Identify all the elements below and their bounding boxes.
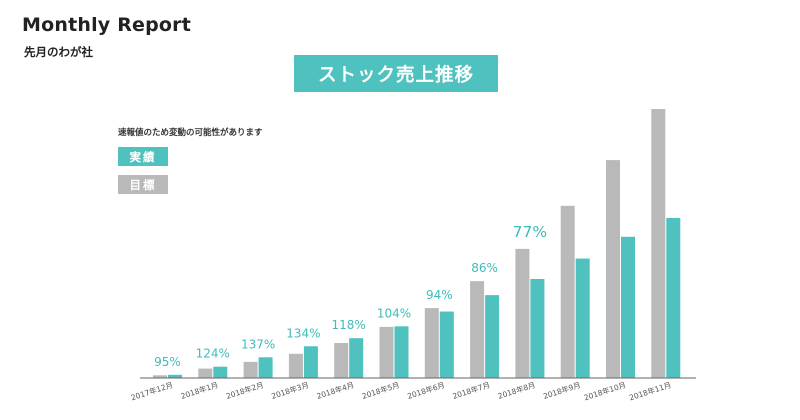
bar-actual xyxy=(258,357,273,378)
x-tick-label: 2018年2月 xyxy=(225,379,265,401)
bar-actual xyxy=(349,338,364,378)
x-tick-label: 2018年9月 xyxy=(542,379,582,401)
bar-target xyxy=(560,205,575,378)
bar-actual xyxy=(575,258,590,378)
page-subtitle: 先月のわが社 xyxy=(24,45,93,59)
x-tick-label: 2018年11月 xyxy=(628,379,673,402)
percent-label: 134% xyxy=(286,326,320,340)
percent-label: 94% xyxy=(426,288,453,302)
bar-target xyxy=(470,281,485,378)
bar-target xyxy=(288,353,303,378)
bar-target xyxy=(153,375,167,378)
x-tick-label: 2018年5月 xyxy=(361,379,401,401)
x-tick-label: 2018年10月 xyxy=(583,379,628,402)
x-tick-label: 2018年4月 xyxy=(315,379,355,401)
bar-target xyxy=(651,109,666,378)
bar-actual xyxy=(213,366,228,378)
bar-target xyxy=(424,308,439,378)
bar-actual xyxy=(485,295,500,378)
bar-actual xyxy=(530,279,545,378)
bar-actual xyxy=(394,326,409,378)
chart-title: ストック売上推移 xyxy=(294,55,498,92)
percent-label: 95% xyxy=(154,355,181,369)
percent-label: 86% xyxy=(471,261,498,275)
chart-note: 速報値のため変動の可能性があります xyxy=(118,128,263,138)
bar-target xyxy=(243,361,258,378)
percent-label: 104% xyxy=(377,306,411,320)
percent-label: 77% xyxy=(513,223,547,241)
bar-target xyxy=(606,160,620,378)
x-tick-label: 2018年8月 xyxy=(496,379,536,401)
bar-actual xyxy=(666,217,681,378)
bar-target xyxy=(198,368,213,378)
percent-label: 124% xyxy=(196,347,230,361)
bar-target xyxy=(515,248,530,378)
legend-target: 目標 xyxy=(118,175,168,194)
x-tick-label: 2018年3月 xyxy=(270,379,310,401)
percent-label: 118% xyxy=(332,318,366,332)
bar-actual xyxy=(439,311,454,378)
bar-actual xyxy=(303,346,318,378)
bar-target xyxy=(379,326,394,378)
x-tick-label: 2018年7月 xyxy=(451,379,491,401)
page-title: Monthly Report xyxy=(22,14,192,36)
bar-actual xyxy=(168,374,182,378)
bar-actual xyxy=(621,236,635,378)
x-tick-label: 2017年12月 xyxy=(130,379,175,402)
legend-actual: 実績 xyxy=(118,147,168,166)
percent-label: 137% xyxy=(241,337,275,351)
bar-target xyxy=(334,343,349,378)
x-tick-label: 2018年6月 xyxy=(406,379,446,401)
x-tick-label: 2018年1月 xyxy=(179,379,219,401)
